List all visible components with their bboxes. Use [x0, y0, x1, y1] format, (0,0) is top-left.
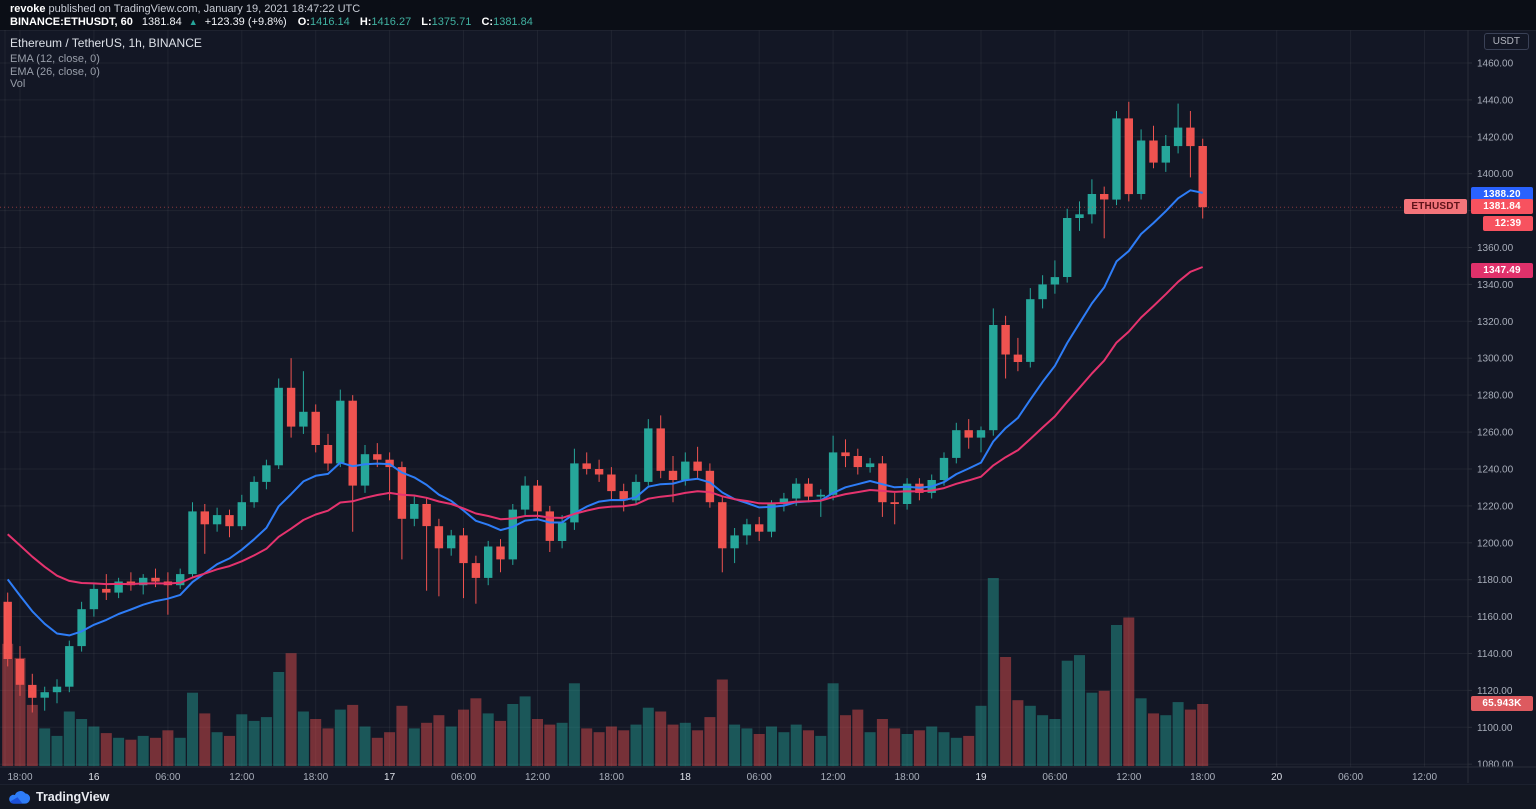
legend-ema12-row[interactable]: EMA (12, close, 0) — [10, 53, 100, 65]
svg-text:1440.00: 1440.00 — [1477, 95, 1514, 106]
svg-text:1360.00: 1360.00 — [1477, 243, 1514, 254]
tradingview-brand-text[interactable]: TradingView — [36, 790, 110, 804]
svg-text:06:00: 06:00 — [155, 772, 180, 783]
change-text: +123.39 (+9.8%) — [204, 16, 287, 28]
symbol-info-line: BINANCE:ETHUSDT, 60 1381.84 ▲ +123.39 (+… — [10, 16, 1536, 29]
svg-text:12:00: 12:00 — [821, 772, 846, 783]
publisher-username: revoke — [10, 3, 46, 15]
svg-text:20: 20 — [1271, 772, 1283, 783]
publish-info-text: published on TradingView.com, January 19… — [45, 3, 361, 15]
price-axis[interactable] — [1468, 30, 1536, 767]
svg-text:16: 16 — [88, 772, 100, 783]
svg-text:1180.00: 1180.00 — [1477, 575, 1513, 586]
high-label: H: — [359, 16, 372, 28]
legend-symbol-title[interactable]: Ethereum / TetherUS, 1h, BINANCE — [10, 36, 202, 50]
svg-text:1420.00: 1420.00 — [1477, 132, 1514, 143]
svg-text:1120.00: 1120.00 — [1477, 686, 1513, 697]
svg-text:18:00: 18:00 — [1190, 772, 1215, 783]
svg-text:1400.00: 1400.00 — [1477, 169, 1514, 180]
svg-text:1140.00: 1140.00 — [1477, 649, 1513, 660]
svg-text:06:00: 06:00 — [1042, 772, 1067, 783]
last-price-badge: 1381.84 — [1471, 199, 1533, 215]
tradingview-logo-icon[interactable] — [8, 790, 30, 805]
open-label: O: — [297, 16, 310, 28]
svg-text:18: 18 — [680, 772, 692, 783]
close-label: C: — [481, 16, 494, 28]
svg-text:1100.00: 1100.00 — [1477, 723, 1513, 734]
svg-text:1080.00: 1080.00 — [1477, 760, 1514, 771]
symbol-name: BINANCE:ETHUSDT, 60 — [10, 16, 133, 28]
low-label: L: — [421, 16, 432, 28]
svg-text:18:00: 18:00 — [303, 772, 328, 783]
svg-text:18:00: 18:00 — [599, 772, 624, 783]
time-axis[interactable] — [0, 767, 1468, 784]
svg-text:1320.00: 1320.00 — [1477, 317, 1514, 328]
ema26-value-badge: 1347.49 — [1471, 262, 1533, 278]
bottom-bar: TradingView — [0, 784, 1536, 809]
chart-legend: Ethereum / TetherUS, 1h, BINANCE EMA (12… — [10, 36, 202, 91]
legend-volume-row[interactable]: Vol — [10, 78, 26, 90]
last-price-text: 1381.84 — [141, 16, 182, 28]
change-up-arrow-icon: ▲ — [188, 17, 198, 27]
svg-text:06:00: 06:00 — [1338, 772, 1363, 783]
svg-text:12:00: 12:00 — [1116, 772, 1141, 783]
svg-text:1300.00: 1300.00 — [1477, 354, 1514, 365]
svg-text:06:00: 06:00 — [451, 772, 476, 783]
svg-text:1220.00: 1220.00 — [1477, 501, 1514, 512]
svg-text:1160.00: 1160.00 — [1477, 612, 1513, 623]
svg-text:19: 19 — [975, 772, 987, 783]
svg-text:12:00: 12:00 — [525, 772, 550, 783]
currency-unit-button[interactable]: USDT — [1483, 33, 1529, 50]
svg-text:12:00: 12:00 — [229, 772, 254, 783]
close-value: 1381.84 — [493, 16, 533, 28]
svg-text:1260.00: 1260.00 — [1477, 428, 1514, 439]
svg-text:18:00: 18:00 — [7, 772, 32, 783]
bar-countdown-badge: 12:39 — [1483, 215, 1533, 231]
published-header: revoke published on TradingView.com, Jan… — [0, 0, 1536, 30]
svg-text:1240.00: 1240.00 — [1477, 465, 1514, 476]
ema12-value-badge: 1388.20 — [1471, 187, 1533, 203]
symbol-price-tag: ETHUSDT — [1404, 199, 1467, 215]
svg-text:1280.00: 1280.00 — [1477, 391, 1514, 402]
svg-text:18:00: 18:00 — [895, 772, 920, 783]
publish-info-line: revoke published on TradingView.com, Jan… — [10, 3, 1536, 15]
svg-text:1200.00: 1200.00 — [1477, 538, 1514, 549]
high-value: 1416.27 — [371, 16, 412, 28]
svg-text:06:00: 06:00 — [747, 772, 772, 783]
svg-text:17: 17 — [384, 772, 396, 783]
low-value: 1375.71 — [431, 16, 472, 28]
open-value: 1416.14 — [309, 16, 350, 28]
legend-ema26-row[interactable]: EMA (26, close, 0) — [10, 65, 100, 78]
svg-text:12:00: 12:00 — [1412, 772, 1437, 783]
svg-text:1460.00: 1460.00 — [1477, 59, 1514, 70]
svg-text:1340.00: 1340.00 — [1477, 280, 1514, 291]
volume-value-badge: 65.943K — [1471, 696, 1533, 711]
